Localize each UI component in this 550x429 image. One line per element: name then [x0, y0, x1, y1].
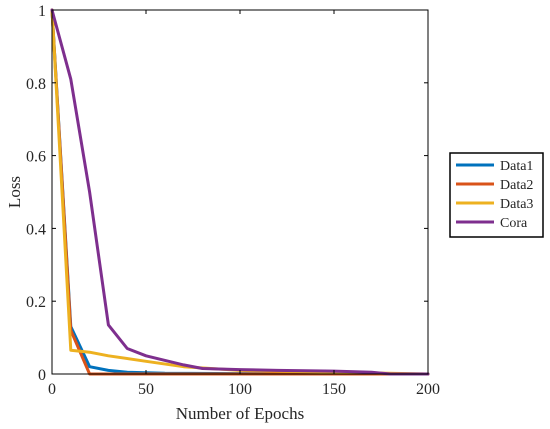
y-tick-label: 1 [38, 3, 46, 20]
legend-label-data1: Data1 [500, 159, 533, 174]
legend-label-data3: Data3 [500, 197, 533, 212]
y-tick-label: 0 [38, 367, 46, 384]
y-axis: 0 0.2 0.4 0.6 0.8 1 [26, 3, 428, 384]
legend-label-cora: Cora [500, 216, 528, 231]
x-tick-label: 150 [322, 381, 346, 398]
legend-label-data2: Data2 [500, 178, 533, 193]
series-line-cora [50, 8, 430, 376]
y-tick-label: 0.4 [26, 221, 46, 238]
x-tick-label: 0 [48, 381, 56, 398]
x-axis: 0 50 100 150 200 [48, 10, 440, 398]
x-tick-label: 100 [228, 381, 252, 398]
y-tick-label: 0.6 [26, 149, 46, 166]
legend: Data1 Data2 Data3 Cora [449, 152, 544, 238]
plot-series-group [50, 8, 430, 376]
y-tick-label: 0.2 [26, 294, 46, 311]
y-tick-label: 0.8 [26, 76, 46, 93]
x-axis-title: Number of Epochs [176, 404, 304, 423]
x-tick-label: 50 [138, 381, 154, 398]
y-axis-title: Loss [5, 176, 24, 208]
x-tick-label: 200 [416, 381, 440, 398]
